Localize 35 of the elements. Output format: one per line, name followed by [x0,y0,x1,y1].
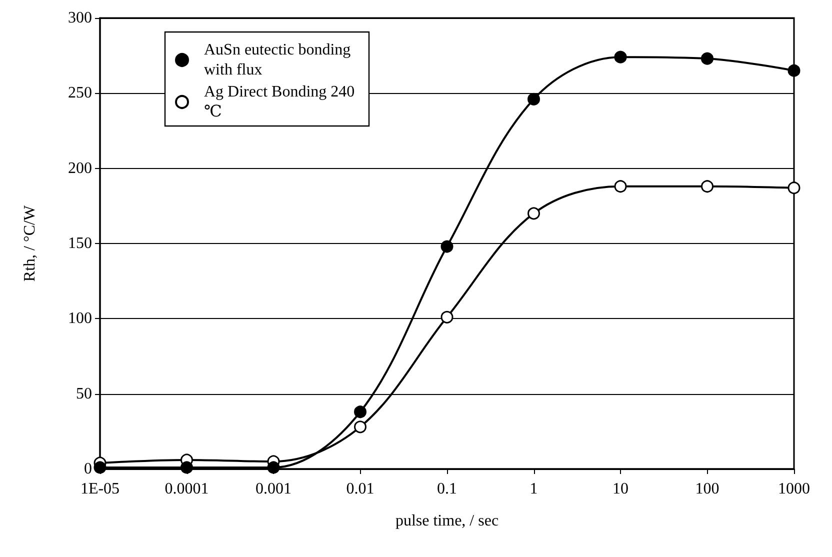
x-tick-label: 1000 [778,480,810,498]
y-axis-title: Rth, / °C/W [22,204,38,282]
y-tick-label: 250 [68,84,92,102]
x-axis-title: pulse time, / sec [395,512,499,530]
x-tick-label: 0.0001 [164,480,209,498]
point [788,182,800,194]
point [354,406,366,418]
y-tick-label: 0 [84,460,92,478]
point [528,207,540,220]
point [94,461,106,474]
point [267,461,280,474]
x-tick-label: 0.001 [256,480,292,498]
point [440,310,454,324]
legend-label: AuSn eutectic bonding with flux [204,42,355,78]
y-tick-label: 300 [68,10,92,26]
legend-label: Ag Direct Bonding 240℃ [204,84,355,120]
point [701,52,714,65]
point [354,420,366,434]
x-tick-label: 10 [612,480,628,498]
y-tick-label: 100 [68,310,92,328]
x-tick-label: 1 [530,480,538,498]
point [440,240,454,253]
y-tick-label: 200 [68,160,92,177]
point [614,50,627,64]
point [614,180,627,193]
y-tick-label: 50 [76,385,92,402]
point [528,92,540,106]
point [701,180,714,193]
y-tick-label: 150 [68,235,92,252]
x-tick-label: 0.1 [437,480,457,498]
x-tick-label: 100 [695,480,720,498]
point [180,461,193,474]
x-tick-label: 1E-05 [80,480,120,498]
point [788,64,800,77]
x-tick-label: 0.01 [346,480,374,498]
